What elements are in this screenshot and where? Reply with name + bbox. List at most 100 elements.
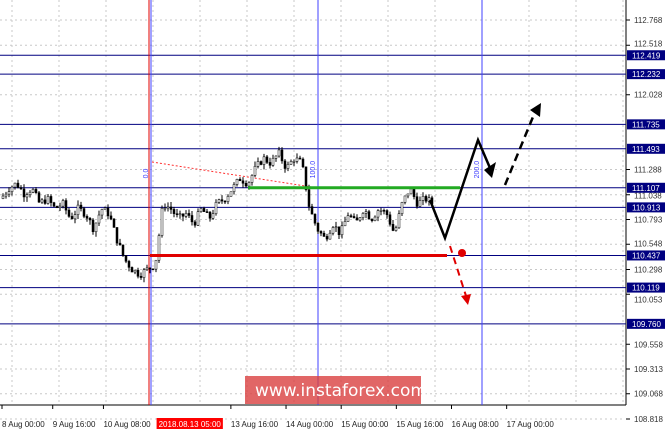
fib-label: 100.0 — [310, 161, 317, 179]
level-label: 112.419 — [632, 51, 661, 60]
candle-body — [307, 189, 311, 207]
bullish-arrowhead — [530, 103, 541, 117]
candle-body — [247, 182, 251, 187]
candle-body — [79, 204, 83, 209]
candle-body — [220, 199, 224, 202]
candle-body — [343, 221, 347, 227]
y-tick-label: 112.768 — [634, 16, 663, 25]
candle-body — [271, 158, 275, 166]
candle-body — [259, 161, 263, 165]
candle-body — [91, 219, 95, 233]
candle-body — [352, 216, 356, 219]
fib-label: 200.0 — [474, 161, 481, 179]
y-tick-label: 110.298 — [634, 266, 663, 275]
candle-body — [121, 244, 125, 256]
candle-body — [331, 227, 335, 234]
bearish-dot — [458, 249, 466, 257]
candle-body — [196, 211, 200, 226]
candle-body — [130, 267, 134, 273]
candle-body — [85, 216, 89, 219]
candle-body — [310, 206, 314, 215]
candle-body — [319, 231, 323, 234]
x-tick-label: 14 Aug 00:00 — [286, 420, 334, 429]
candle-body — [43, 199, 47, 204]
candle-body — [238, 179, 242, 182]
candle-body — [19, 187, 23, 190]
candle-body — [16, 182, 20, 188]
candle-body — [208, 211, 212, 219]
candle-body — [67, 209, 71, 217]
candle-body — [28, 191, 32, 195]
candle-body — [166, 206, 170, 209]
x-tick-label: 15 Aug 16:00 — [396, 420, 444, 429]
bearish-arrowhead — [461, 294, 471, 305]
level-label: 111.735 — [632, 120, 660, 129]
candle-body — [223, 200, 227, 203]
y-tick-label: 111.038 — [634, 191, 662, 200]
candle-body — [361, 213, 365, 219]
time-marker-label: 2018.08.13 05:00 — [159, 420, 222, 429]
candle-body — [73, 214, 77, 220]
y-tick-label: 110.053 — [634, 296, 663, 305]
candle-body — [427, 197, 431, 202]
candle-body — [181, 213, 185, 217]
candle-body — [340, 225, 344, 236]
candle-body — [388, 214, 392, 225]
candle-body — [349, 215, 353, 217]
candle-body — [403, 195, 407, 203]
candle-body — [274, 155, 278, 159]
level-label: 109.760 — [632, 320, 661, 329]
candle-body — [58, 205, 62, 209]
candle-body — [397, 213, 401, 229]
candle-body — [346, 215, 350, 222]
y-tick-label: 112.518 — [634, 39, 663, 48]
level-label: 110.913 — [632, 203, 661, 212]
candle-body — [364, 211, 368, 214]
candle-body — [178, 213, 182, 216]
candle-body — [292, 161, 296, 163]
candle-body — [115, 227, 119, 244]
watermark-bg — [245, 376, 421, 404]
candle-body — [52, 202, 56, 207]
candle-body — [400, 202, 404, 214]
x-tick-label: 16 Aug 08:00 — [452, 420, 500, 429]
candle-body — [7, 191, 11, 195]
candle-body — [409, 188, 413, 195]
candle-body — [280, 149, 284, 162]
candle-body — [286, 164, 290, 169]
y-tick-label: 109.558 — [634, 340, 663, 349]
candle-body — [184, 213, 188, 217]
candle-body — [103, 207, 107, 210]
candle-body — [88, 218, 92, 221]
candle-body — [25, 194, 29, 198]
candle-body — [163, 207, 167, 210]
candle-body — [4, 193, 8, 197]
x-tick-label: 8 Aug 00:00 — [2, 420, 45, 429]
candle-body — [334, 226, 338, 229]
candle-body — [301, 158, 305, 168]
candle-body — [283, 160, 287, 169]
candle-body — [139, 276, 143, 278]
level-label-bg — [627, 119, 665, 130]
candle-body — [202, 208, 206, 212]
candle-body — [244, 183, 248, 187]
candle-body — [37, 192, 41, 203]
candle-body — [214, 202, 218, 214]
candle-body — [328, 232, 332, 240]
y-tick-label: 110.548 — [634, 239, 663, 248]
candle-body — [151, 268, 155, 271]
candle-body — [190, 215, 194, 223]
x-tick-label: 9 Aug 16:00 — [53, 420, 96, 429]
candle-body — [415, 196, 419, 207]
candle-body — [187, 213, 191, 216]
candle-body — [124, 255, 128, 262]
y-tick-label: 109.313 — [634, 365, 663, 374]
candle-body — [304, 166, 308, 190]
candle-body — [112, 218, 116, 228]
level-label-bg — [627, 143, 665, 154]
candle-body — [193, 221, 197, 226]
candle-body — [241, 180, 245, 184]
level-label: 110.119 — [632, 284, 660, 293]
y-tick-label: 109.068 — [634, 390, 663, 399]
